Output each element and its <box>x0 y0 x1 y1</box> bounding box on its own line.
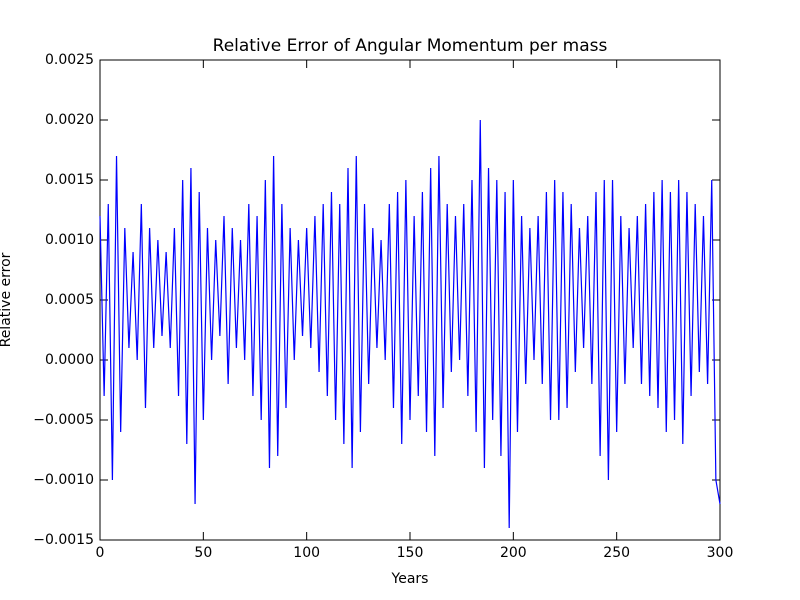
data-line <box>99 119 721 529</box>
x-tick-label: 250 <box>603 545 630 561</box>
y-tick-label: −0.0015 <box>33 532 94 548</box>
x-tick-label: 0 <box>96 545 105 561</box>
x-tick-label: 300 <box>707 545 734 561</box>
y-tick-label: 0.0020 <box>45 112 94 128</box>
y-axis-label: Relative error <box>0 252 14 347</box>
chart-title: Relative Error of Angular Momentum per m… <box>213 36 608 56</box>
y-tick-label: 0.0025 <box>45 52 94 68</box>
y-tick-label: 0.0000 <box>45 352 94 368</box>
x-tick-label: 50 <box>194 545 212 561</box>
y-tick-label: 0.0015 <box>45 172 94 188</box>
y-tick-label: 0.0010 <box>45 232 94 248</box>
x-tick-label: 100 <box>293 545 320 561</box>
y-tick-label: −0.0010 <box>33 472 94 488</box>
y-tick-label: −0.0005 <box>33 412 94 428</box>
x-axis-label: Years <box>391 571 429 587</box>
x-tick-label: 150 <box>397 545 424 561</box>
y-tick-label: 0.0005 <box>45 292 94 308</box>
x-tick-label: 200 <box>500 545 527 561</box>
